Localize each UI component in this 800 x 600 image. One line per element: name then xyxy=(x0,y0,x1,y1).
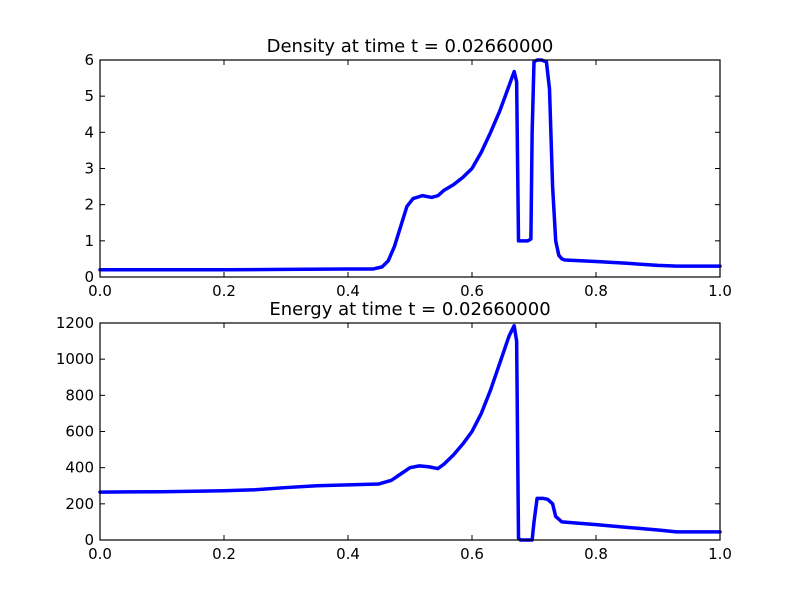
density-x-tick-label: 0.2 xyxy=(212,282,236,300)
density-series-line xyxy=(98,58,722,272)
density-y-tick-label: 0 xyxy=(84,268,94,286)
density-y-tick-label: 2 xyxy=(84,196,94,214)
density-y-tick-label: 5 xyxy=(84,87,94,105)
energy-series-line xyxy=(98,323,722,542)
density-y-tick-label: 6 xyxy=(84,51,94,69)
energy-x-tick-label: 0.0 xyxy=(88,545,112,563)
density-x-tick-label: 0.8 xyxy=(584,282,608,300)
energy-y-tick-label: 1000 xyxy=(56,350,94,368)
energy-y-tick-label: 800 xyxy=(65,386,94,404)
energy-y-tick-label: 0 xyxy=(84,531,94,549)
energy-y-tick-label: 400 xyxy=(65,459,94,477)
density-axes: Density at time t = 0.02660000 0.0 0.2 0.4 0… xyxy=(84,36,731,300)
energy-x-tick-label: 0.2 xyxy=(212,545,236,563)
energy-x-tick-label: 0.4 xyxy=(336,545,360,563)
energy-x-tick-label: 0.8 xyxy=(584,545,608,563)
density-chart-title: Density at time t = 0.02660000 xyxy=(267,36,554,57)
density-y-tick-label: 1 xyxy=(84,232,94,250)
energy-y-tick-label: 600 xyxy=(65,423,94,441)
energy-x-tick-label: 1.0 xyxy=(708,545,732,563)
density-x-tick-label: 0.0 xyxy=(88,282,112,300)
density-y-tick-label: 4 xyxy=(84,123,94,141)
energy-chart-title: Energy at time t = 0.02660000 xyxy=(269,299,550,320)
energy-axes-frame xyxy=(99,322,721,541)
density-x-tick-label: 0.6 xyxy=(460,282,484,300)
density-axes-frame xyxy=(99,59,721,278)
energy-y-tick-label: 200 xyxy=(65,495,94,513)
energy-x-tick-label: 0.6 xyxy=(460,545,484,563)
density-x-tick-label: 1.0 xyxy=(708,282,732,300)
energy-y-tick-label: 1200 xyxy=(56,314,94,332)
density-x-tick-label: 0.4 xyxy=(336,282,360,300)
density-y-tick-label: 3 xyxy=(84,160,94,178)
energy-axes: Energy at time t = 0.02660000 0.0 0.2 0.4 0.… xyxy=(56,299,732,563)
